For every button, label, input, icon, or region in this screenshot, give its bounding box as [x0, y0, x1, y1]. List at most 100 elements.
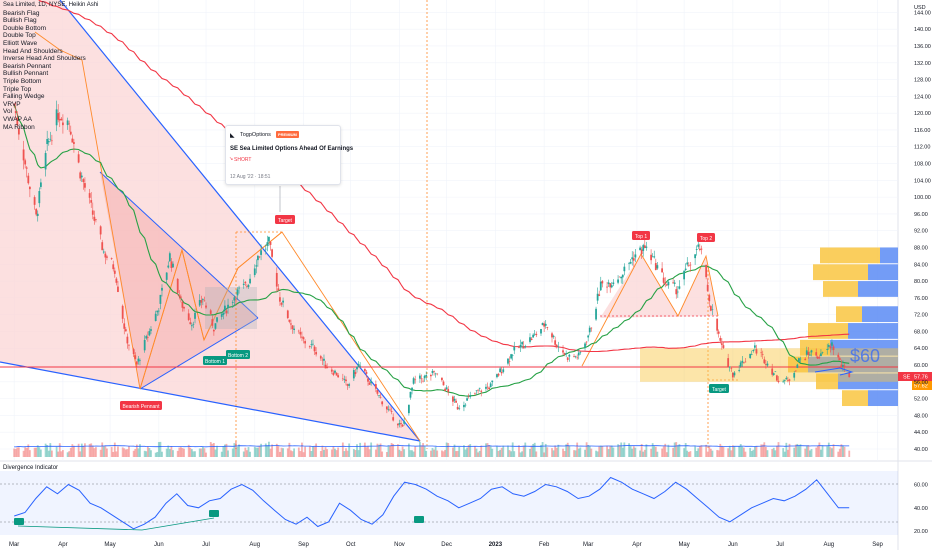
time-tick-label: Oct: [346, 542, 356, 548]
candle-body: [832, 346, 835, 351]
volume-bar: [598, 446, 601, 457]
volume-bar: [183, 448, 185, 457]
candle-body: [541, 323, 544, 326]
price-note-text: $60: [850, 346, 880, 366]
candle-body: [209, 310, 212, 314]
indicator-item[interactable]: Elliott Wave: [3, 39, 38, 47]
volume-bar: [368, 449, 371, 457]
indicator-item[interactable]: MA Ribbon: [3, 123, 35, 131]
volume-bar: [367, 446, 369, 457]
volume-bar: [113, 442, 116, 457]
indicator-item[interactable]: Bearish Flag: [3, 9, 40, 17]
idea-card[interactable]: ◣ TogpOptions PREMIUM SE Sea Limited Opt…: [225, 125, 353, 185]
indicator-item[interactable]: Double Top: [3, 32, 36, 40]
volume-bar: [463, 445, 465, 457]
volume-bar: [664, 443, 667, 457]
candle-body: [268, 237, 270, 242]
candle-body: [491, 380, 494, 383]
pennant-upper-line[interactable]: [99, 171, 259, 319]
volume-bar: [612, 447, 615, 457]
time-axis[interactable]: Mar Apr May Jun Jul Aug Sep Oct Nov Dec 2023 Feb Mar…: [9, 542, 884, 548]
price-tick-label: 48.00: [914, 413, 928, 419]
volume-bar: [49, 443, 52, 457]
candle-body: [810, 350, 813, 353]
volume-bar: [102, 446, 105, 457]
candle-body: [368, 382, 371, 385]
volume-bar: [46, 445, 49, 457]
wedge-lower-line[interactable]: [0, 361, 421, 442]
candle-body: [760, 352, 763, 354]
volume-bar: [766, 450, 769, 457]
indicator-legend[interactable]: Sea Limited, 1D, NYSE, Heikin Ashi Beari…: [3, 2, 98, 131]
candle-body: [576, 357, 579, 359]
volume-bar: [156, 451, 159, 457]
volume-bar: [475, 448, 478, 457]
volume-bar: [33, 447, 36, 457]
volume-bar: [106, 448, 108, 457]
volume-bar: [423, 445, 426, 457]
candle-body: [469, 395, 472, 397]
double-top-path[interactable]: [581, 253, 719, 367]
price-tick-label: 44.00: [914, 430, 928, 436]
indicator-item[interactable]: Double Bottom: [3, 24, 46, 32]
candle-body: [378, 394, 380, 396]
idea-title[interactable]: SE Sea Limited Options Ahead Of Earnings: [230, 146, 354, 152]
volume-bar: [132, 450, 135, 457]
indicator-item[interactable]: Head And Shoulders: [3, 47, 63, 55]
candle-body: [47, 141, 50, 143]
indicator-item[interactable]: Bearish Pennant: [3, 62, 52, 70]
volume-bar: [231, 448, 234, 457]
label-bearish-pennant-text: Bearish Pennant: [123, 404, 161, 410]
candle-body: [148, 331, 151, 336]
price-tag-last: SE 57.76: [898, 372, 932, 381]
volume-bar: [139, 444, 141, 457]
candle-body: [532, 334, 535, 338]
candle-body: [684, 268, 687, 270]
indicator-item[interactable]: Triple Bottom: [3, 77, 42, 85]
time-tick-label: May: [678, 542, 689, 548]
volume-profile-down: [858, 281, 898, 297]
volume-bar: [282, 448, 284, 457]
indicator-item[interactable]: VWAP AA: [3, 115, 32, 123]
volume-bar: [697, 448, 700, 457]
volume-bar: [321, 445, 324, 457]
volume-bar: [99, 449, 102, 457]
volume-bar: [38, 447, 41, 457]
volume-bar: [68, 451, 71, 457]
candle-body: [80, 175, 83, 178]
candle-body: [596, 293, 599, 301]
volume-profile-up: [820, 247, 880, 264]
volume-bar: [524, 442, 527, 457]
candle-body: [442, 381, 445, 386]
candle-body: [293, 328, 295, 330]
indicator-item[interactable]: VRVP: [3, 100, 21, 108]
candle-body: [106, 256, 108, 258]
volume-bar: [700, 445, 703, 457]
indicator-item[interactable]: Bullish Pennant: [3, 70, 49, 78]
indicator-item[interactable]: Inverse Head And Shoulders: [3, 55, 86, 63]
price-axis[interactable]: 40.00 44.00 48.00 52.00 56.00 60.00 64.00 68.00…: [914, 10, 931, 453]
price-tick-label: 104.00: [914, 178, 931, 184]
volume-bar: [831, 448, 833, 457]
candle-body: [496, 374, 498, 378]
symbol-title: Sea Limited, 1D, NYSE, Heikin Ashi: [3, 2, 99, 8]
candle-body: [33, 197, 36, 205]
volume-bar: [595, 450, 597, 457]
indicator-item[interactable]: Triple Top: [3, 85, 32, 93]
indicator-item[interactable]: Falling Wedge: [3, 93, 45, 101]
volume-bar: [456, 450, 459, 457]
double-bottom-leg[interactable]: [139, 248, 205, 390]
candle-body: [510, 354, 513, 359]
idea-author[interactable]: TogpOptions: [240, 132, 271, 138]
candle-body: [302, 337, 305, 340]
candle-body: [555, 344, 558, 347]
indicator-item[interactable]: Bullish Flag: [3, 17, 37, 25]
candle-body: [783, 380, 786, 381]
candle-body: [566, 357, 569, 360]
pennant-lower-line[interactable]: [139, 317, 259, 390]
candle-body: [650, 254, 652, 261]
volume-bar: [772, 447, 775, 457]
volume-bar: [216, 445, 218, 457]
volume-bar: [750, 451, 753, 457]
indicator-item[interactable]: Vol: [3, 108, 13, 116]
